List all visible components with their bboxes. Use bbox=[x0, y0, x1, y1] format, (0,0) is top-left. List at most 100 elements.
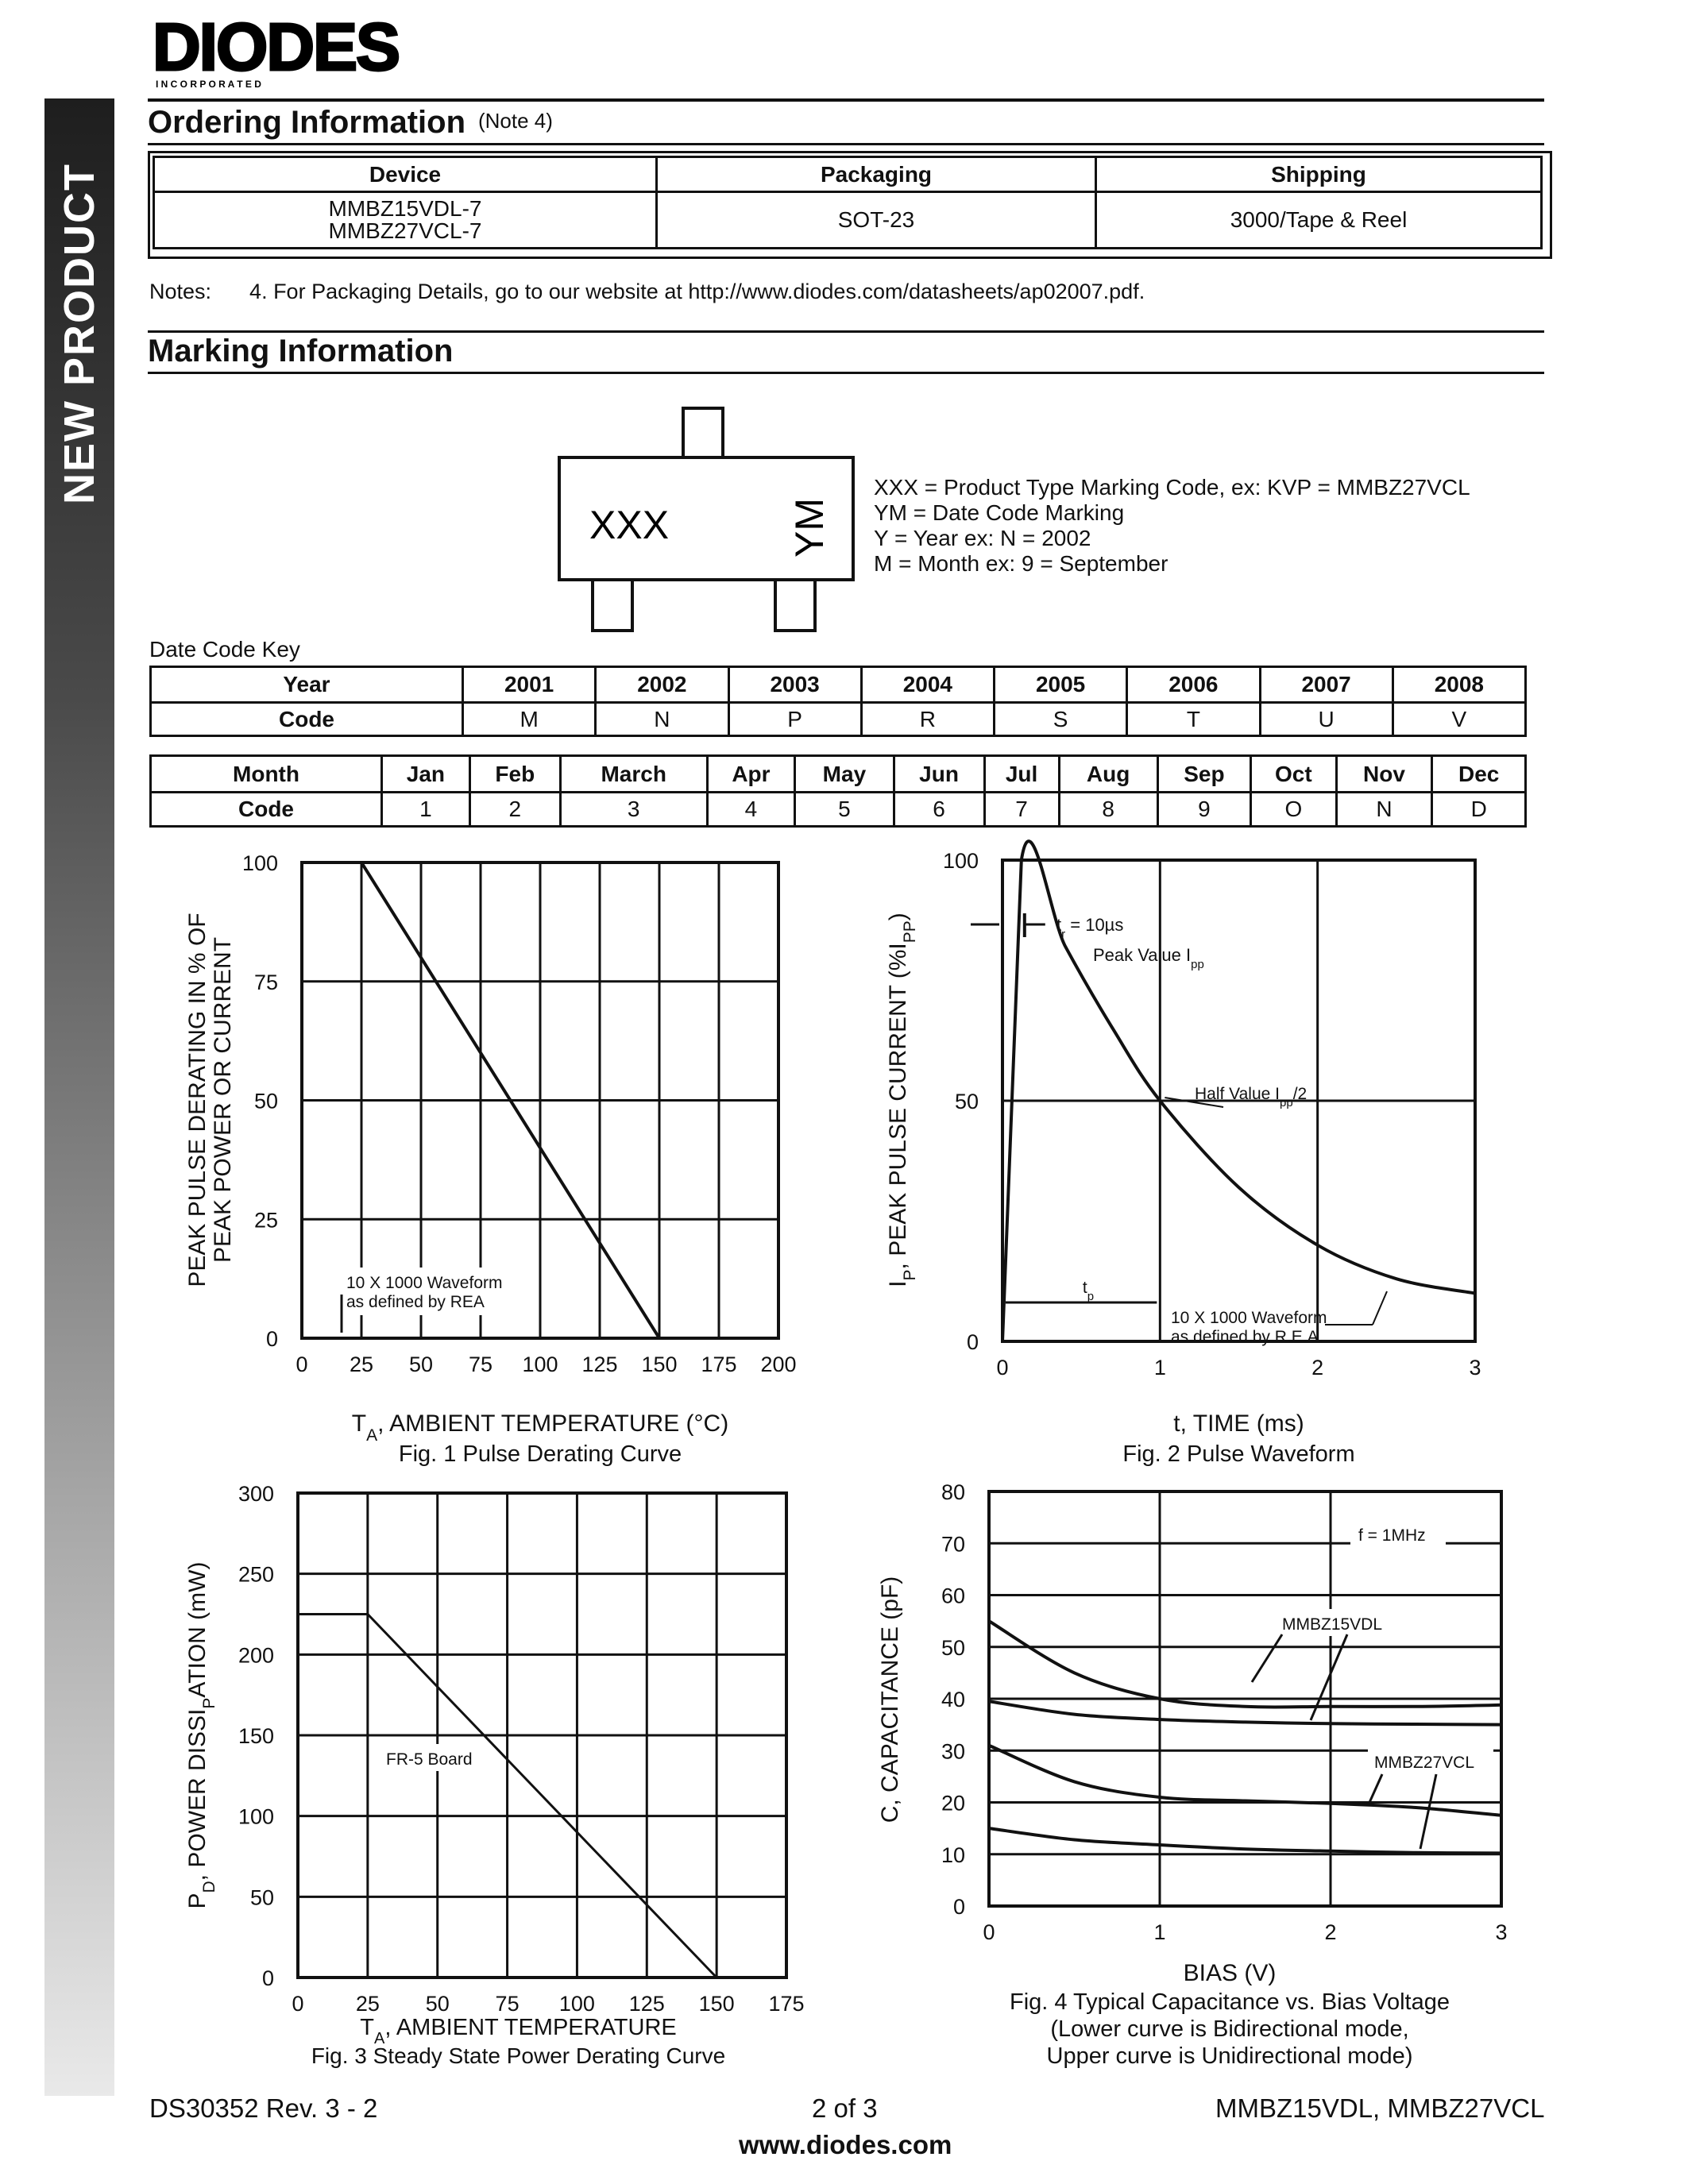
y-tick-label: 20 bbox=[941, 1792, 965, 1815]
col-shipping: Shipping bbox=[1095, 156, 1543, 193]
series-line bbox=[302, 861, 661, 1340]
ordering-note-ref: (Note 4) bbox=[478, 109, 553, 133]
ordering-table: Device Packaging Shipping MMBZ15VDL-7 MM… bbox=[153, 156, 1543, 249]
month-code-cell: 4 bbox=[705, 791, 797, 828]
y-tick-label: 0 bbox=[953, 1895, 965, 1919]
year-cell: 2002 bbox=[594, 666, 730, 704]
month-cell: Jun bbox=[892, 754, 986, 793]
month-code-cell: 7 bbox=[983, 791, 1060, 828]
month-code-cell: 9 bbox=[1156, 791, 1253, 828]
y-tick-label: 200 bbox=[238, 1643, 274, 1667]
marking-title: Marking Information bbox=[148, 334, 454, 369]
marking-legend-line: XXX = Product Type Marking Code, ex: KVP… bbox=[874, 475, 1470, 500]
chart-title: Fig. 4 Typical Capacitance vs. Bias Volt… bbox=[1010, 1989, 1450, 2015]
annotation-text: as defined by R.E.A. bbox=[1171, 1328, 1323, 1346]
waveform-leader bbox=[1372, 1291, 1388, 1325]
shipping-cell: 3000/Tape & Reel bbox=[1095, 191, 1543, 249]
annotation-text: 10 X 1000 Waveform bbox=[346, 1274, 503, 1292]
col-device: Device bbox=[153, 156, 658, 193]
ordering-title: Ordering Information (Note 4) bbox=[148, 105, 553, 140]
mmbz27-leader bbox=[1419, 1773, 1438, 1850]
x-tick-label: 125 bbox=[629, 1992, 665, 2016]
rule-marking bbox=[148, 372, 1544, 374]
annotation-bg bbox=[380, 1744, 483, 1771]
date-code-key-label: Date Code Key bbox=[149, 637, 300, 662]
x-tick-label: 150 bbox=[641, 1352, 677, 1376]
y-tick-label: 50 bbox=[941, 1636, 965, 1660]
x-tick-label: 1 bbox=[1154, 1356, 1166, 1379]
chart-title: Fig. 1 Pulse Derating Curve bbox=[399, 1441, 682, 1467]
x-tick-label: 0 bbox=[295, 1352, 307, 1376]
annotation-half: Half Value Ipp/2 bbox=[1195, 1085, 1307, 1109]
y-tick-label: 70 bbox=[941, 1532, 965, 1556]
y-tick-label: 50 bbox=[955, 1090, 979, 1113]
year-cell: 2007 bbox=[1258, 666, 1394, 704]
year-code-cell: T bbox=[1126, 701, 1261, 737]
chart-subtitle: (Lower curve is Bidirectional mode, bbox=[1050, 2016, 1408, 2042]
month-cell: Aug bbox=[1057, 754, 1159, 793]
annotation-text: MMBZ15VDL bbox=[1282, 1615, 1382, 1634]
rule-top bbox=[148, 98, 1544, 102]
y-tick-label: 0 bbox=[262, 1966, 274, 1990]
year-cell: 2003 bbox=[727, 666, 863, 704]
diodes-logo: DIODES I N C O R P O R A T E D bbox=[149, 9, 435, 95]
series-line bbox=[298, 1613, 718, 1979]
annotation-text: 10 X 1000 Waveform bbox=[1171, 1309, 1327, 1327]
year-code-cell: S bbox=[992, 701, 1129, 737]
month-code-row-label: Code bbox=[149, 791, 383, 828]
year-code-cell: V bbox=[1391, 701, 1528, 737]
device-1: MMBZ15VDL-7 bbox=[328, 196, 482, 221]
y-tick-label: 250 bbox=[238, 1563, 274, 1587]
annotation-tp: tp bbox=[1083, 1279, 1094, 1303]
month-code-cell: 2 bbox=[468, 791, 562, 828]
year-code-cell: P bbox=[727, 701, 863, 737]
month-code-table: Month Jan Feb March Apr May Jun Jul Aug … bbox=[149, 754, 1527, 828]
x-tick-label: 100 bbox=[522, 1352, 558, 1376]
footer-parts: MMBZ15VDL, MMBZ27VCL bbox=[1215, 2093, 1545, 2123]
x-axis-label: TA, AMBIENT TEMPERATURE (°C) bbox=[352, 1410, 728, 1445]
y-tick-label: 40 bbox=[941, 1688, 965, 1711]
month-cell: Dec bbox=[1431, 754, 1527, 793]
rule-marking-top bbox=[148, 330, 1544, 333]
month-code-cell: 1 bbox=[380, 791, 471, 828]
x-tick-label: 150 bbox=[699, 1992, 735, 2016]
month-code-cell: N bbox=[1335, 791, 1434, 828]
month-cell: Jul bbox=[983, 754, 1060, 793]
month-code-cell: 3 bbox=[558, 791, 709, 828]
month-cell: Oct bbox=[1250, 754, 1338, 793]
packaging-cell: SOT-23 bbox=[655, 191, 1097, 249]
series-line bbox=[988, 1827, 1502, 1855]
x-tick-label: 125 bbox=[581, 1352, 617, 1376]
y-tick-label: 100 bbox=[242, 851, 278, 875]
y-tick-label: 0 bbox=[967, 1330, 979, 1354]
mmbz15-leader bbox=[1250, 1634, 1284, 1683]
year-code-row-label: Code bbox=[149, 701, 464, 737]
x-tick-label: 0 bbox=[292, 1992, 303, 2016]
x-tick-label: 175 bbox=[701, 1352, 736, 1376]
month-cell: March bbox=[558, 754, 709, 793]
year-code-cell: M bbox=[461, 701, 597, 737]
x-tick-label: 1 bbox=[1153, 1920, 1165, 1944]
annotation-bg bbox=[1279, 1609, 1404, 1636]
y-tick-label: 300 bbox=[238, 1482, 274, 1506]
y-tick-label: 30 bbox=[941, 1739, 965, 1763]
col-packaging: Packaging bbox=[655, 156, 1097, 193]
y-axis-label: PEAK POWER OR CURRENT bbox=[210, 937, 236, 1263]
y-tick-label: 50 bbox=[250, 1885, 274, 1909]
month-cell: Feb bbox=[468, 754, 562, 793]
month-code-cell: 8 bbox=[1057, 791, 1159, 828]
month-code-cell: 6 bbox=[892, 791, 986, 828]
y-tick-label: 100 bbox=[943, 849, 979, 873]
year-cell: 2008 bbox=[1391, 666, 1528, 704]
footer-url[interactable]: www.diodes.com bbox=[739, 2130, 952, 2159]
x-tick-label: 25 bbox=[350, 1352, 373, 1376]
annotation-bg bbox=[1368, 1747, 1493, 1774]
note-4: 4. For Packaging Details, go to our webs… bbox=[249, 280, 1145, 303]
x-tick-label: 50 bbox=[409, 1352, 433, 1376]
series-line bbox=[987, 1619, 1502, 1709]
y-tick-label: 10 bbox=[941, 1843, 965, 1867]
series-line bbox=[988, 1700, 1502, 1727]
annotation-bg bbox=[1350, 1520, 1446, 1547]
x-tick-label: 75 bbox=[469, 1352, 492, 1376]
series-line bbox=[1001, 839, 1476, 1342]
